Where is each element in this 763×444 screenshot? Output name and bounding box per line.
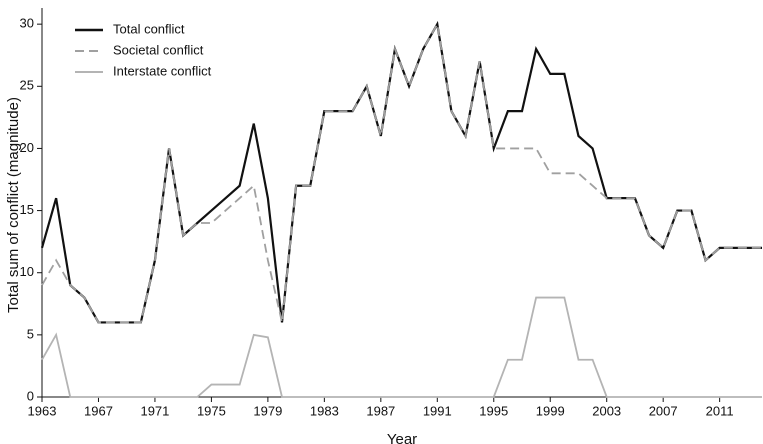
x-tick-label: 1999 — [536, 403, 565, 418]
x-tick-label: 1987 — [366, 403, 395, 418]
x-tick-label: 1967 — [84, 403, 113, 418]
series-line — [41, 21, 762, 324]
x-tick-label: 1979 — [253, 403, 282, 418]
x-tick-label: 2011 — [706, 403, 734, 418]
y-axis-label: Total sum of conflict (magnitude) — [5, 97, 22, 313]
x-tick-label: 1983 — [310, 403, 339, 418]
y-tick-label: 15 — [20, 202, 34, 217]
legend-label: Total conflict — [113, 21, 185, 36]
x-tick-label: 1971 — [140, 403, 169, 418]
y-tick-label: 30 — [20, 16, 34, 31]
x-axis-label: Year — [387, 431, 417, 444]
y-tick-label: 20 — [20, 140, 34, 155]
legend-label: Interstate conflict — [113, 63, 212, 78]
series-line — [41, 296, 762, 398]
x-tick-label: 2003 — [592, 403, 621, 418]
y-tick-label: 0 — [27, 388, 34, 403]
x-tick-label: 2007 — [649, 403, 678, 418]
y-tick-label: 5 — [27, 326, 34, 341]
x-tick-label: 1963 — [28, 403, 57, 418]
x-tick-label: 1995 — [479, 403, 508, 418]
x-tick-label: 1991 — [423, 403, 452, 418]
y-tick-label: 10 — [20, 264, 34, 279]
y-tick-label: 25 — [20, 78, 34, 93]
legend-label: Societal conflict — [113, 42, 204, 57]
x-tick-label: 1975 — [197, 403, 226, 418]
